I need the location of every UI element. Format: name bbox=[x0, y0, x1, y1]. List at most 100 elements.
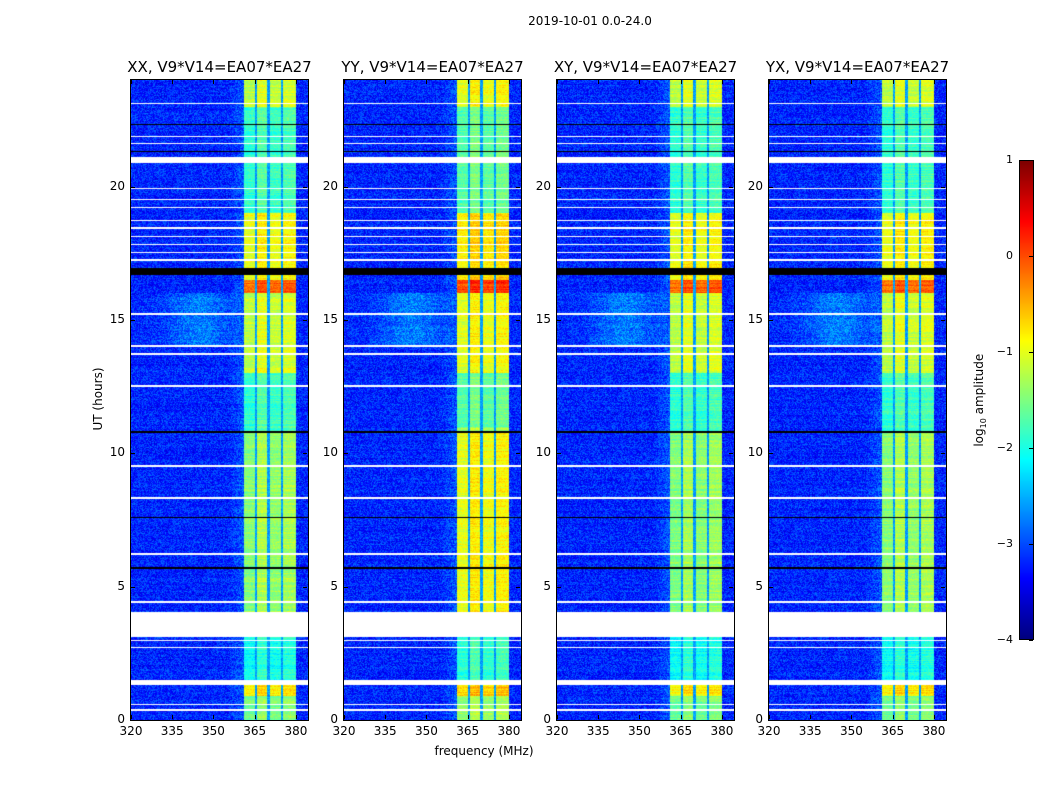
y-tick bbox=[131, 453, 135, 455]
x-tick bbox=[933, 80, 935, 84]
colorbar-tick-label: 0 bbox=[1006, 249, 1013, 262]
y-tick bbox=[557, 720, 561, 721]
x-tick bbox=[131, 80, 132, 84]
x-tick bbox=[467, 715, 469, 719]
x-tick bbox=[810, 715, 812, 719]
x-tick bbox=[426, 80, 428, 84]
y-tick-label: 15 bbox=[747, 312, 763, 326]
colorbar-tick bbox=[1029, 352, 1033, 353]
y-tick bbox=[344, 720, 348, 721]
x-tick bbox=[385, 80, 387, 84]
y-tick-label: 15 bbox=[322, 312, 338, 326]
x-tick bbox=[344, 715, 345, 719]
y-tick bbox=[941, 320, 945, 321]
y-tick bbox=[557, 320, 561, 321]
y-tick bbox=[769, 320, 773, 321]
colorbar-tick-label: −2 bbox=[996, 441, 1013, 454]
heatmap-xx bbox=[131, 80, 308, 720]
x-tick-label: 365 bbox=[669, 724, 693, 738]
x-tick-label: 380 bbox=[710, 724, 734, 738]
axes-frame bbox=[130, 79, 309, 721]
x-tick bbox=[680, 715, 682, 719]
x-tick bbox=[680, 80, 682, 84]
y-tick bbox=[131, 720, 135, 721]
y-tick bbox=[303, 586, 307, 588]
y-tick-label: 15 bbox=[109, 312, 125, 326]
x-tick bbox=[385, 715, 387, 719]
y-tick bbox=[729, 586, 733, 588]
colorbar-label-sub: 10 bbox=[979, 418, 989, 429]
y-tick bbox=[557, 186, 561, 188]
y-tick bbox=[729, 453, 733, 455]
y-tick bbox=[131, 186, 135, 188]
x-tick bbox=[851, 80, 853, 84]
x-tick bbox=[295, 715, 297, 719]
x-tick bbox=[467, 80, 469, 84]
x-tick bbox=[254, 715, 256, 719]
y-tick-label: 5 bbox=[330, 578, 338, 593]
y-tick bbox=[941, 453, 945, 455]
y-tick-label: 10 bbox=[747, 445, 763, 460]
y-tick-label: 5 bbox=[117, 578, 125, 593]
y-tick-label: 0 bbox=[543, 712, 551, 726]
y-tick bbox=[729, 720, 733, 721]
y-tick bbox=[941, 720, 945, 721]
x-tick bbox=[508, 715, 510, 719]
panel-yx: YX, V9*V14=EA07*EA27 0 5 10 15 20 320 335 350 365… bbox=[748, 58, 949, 738]
y-tick bbox=[769, 186, 773, 188]
colorbar-tick-label: −1 bbox=[996, 345, 1013, 358]
x-tick bbox=[639, 80, 641, 84]
y-tick bbox=[557, 586, 561, 588]
x-tick bbox=[721, 715, 723, 719]
axes-frame bbox=[556, 79, 735, 721]
x-tick bbox=[172, 80, 174, 84]
colorbar-tick-label: −4 bbox=[996, 633, 1013, 646]
colorbar-tick bbox=[1029, 448, 1033, 449]
y-tick-label: 0 bbox=[330, 712, 338, 726]
y-tick bbox=[941, 186, 945, 188]
x-tick-label: 335 bbox=[586, 724, 610, 738]
x-tick-label: 350 bbox=[202, 724, 225, 738]
x-tick bbox=[933, 715, 935, 719]
x-tick bbox=[557, 80, 558, 84]
x-tick-label: 350 bbox=[840, 724, 863, 738]
y-tick bbox=[516, 586, 520, 588]
y-tick bbox=[516, 186, 520, 188]
y-tick bbox=[344, 453, 348, 455]
colorbar-label: log10 amplitude bbox=[972, 340, 988, 460]
y-tick bbox=[769, 586, 773, 588]
x-tick-label: 335 bbox=[160, 724, 184, 738]
y-tick bbox=[303, 720, 307, 721]
x-tick bbox=[131, 715, 132, 719]
y-tick bbox=[729, 186, 733, 188]
y-tick-label: 0 bbox=[117, 712, 125, 726]
colorbar-label-log: log bbox=[971, 428, 986, 447]
y-tick bbox=[131, 586, 135, 588]
colorbar-tick bbox=[1029, 544, 1033, 545]
y-tick bbox=[303, 320, 307, 321]
y-tick bbox=[344, 186, 348, 188]
x-tick bbox=[769, 715, 770, 719]
x-tick bbox=[213, 715, 215, 719]
x-tick bbox=[172, 715, 174, 719]
x-tick-label: 380 bbox=[284, 724, 308, 738]
y-tick bbox=[303, 453, 307, 455]
panel-xy: XY, V9*V14=EA07*EA27 0 5 10 15 20 320 335 350 365… bbox=[536, 58, 737, 738]
y-tick-label: 20 bbox=[747, 178, 763, 193]
axes-frame bbox=[343, 79, 522, 721]
panel-title: XY, V9*V14=EA07*EA27 bbox=[553, 58, 738, 76]
y-tick-label: 20 bbox=[535, 178, 551, 193]
x-tick bbox=[892, 80, 894, 84]
y-tick bbox=[516, 320, 520, 321]
colorbar-label-tail: amplitude bbox=[971, 353, 986, 419]
y-tick bbox=[303, 186, 307, 188]
x-tick-label: 365 bbox=[456, 724, 480, 738]
x-tick-label: 320 bbox=[332, 724, 356, 738]
colorbar-tick-label: −3 bbox=[996, 537, 1013, 550]
figure-title: 2019-10-01 0.0-24.0 bbox=[528, 14, 652, 28]
y-tick bbox=[516, 720, 520, 721]
y-tick-label: 10 bbox=[109, 445, 125, 460]
x-axis-label: frequency (MHz) bbox=[434, 744, 534, 758]
axes-frame bbox=[768, 79, 947, 721]
x-tick bbox=[557, 715, 558, 719]
